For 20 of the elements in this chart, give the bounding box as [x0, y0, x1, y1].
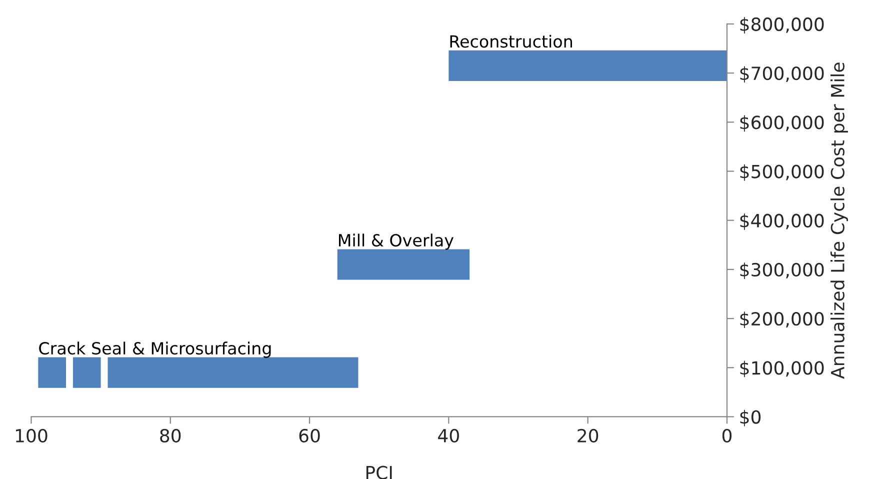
y-tick-label: $0 — [740, 410, 761, 426]
x-tick-label: 100 — [16, 428, 48, 443]
x-tick-label: 80 — [160, 428, 181, 443]
series-label: Reconstruction — [450, 34, 572, 48]
x-tick-label: 0 — [722, 428, 732, 443]
y-tick-label: $800,000 — [740, 17, 824, 34]
y-tick-label: $700,000 — [740, 66, 824, 83]
y-tick-label: $100,000 — [740, 360, 824, 378]
x-tick-label: 60 — [299, 428, 320, 443]
series-label: Crack Seal & Microsurfacing — [39, 342, 271, 358]
y-tick-label: $400,000 — [740, 213, 824, 230]
x-tick-label: 40 — [438, 428, 459, 443]
y-tick-label: $600,000 — [740, 115, 824, 132]
series-label: Mill & Overlay — [338, 234, 454, 250]
y-tick-label: $500,000 — [740, 164, 824, 181]
x-tick-label: 20 — [578, 428, 598, 443]
y-axis-title: Annualized Life Cycle Cost per Mile — [830, 62, 848, 379]
x-axis-title: PCI — [366, 466, 392, 479]
y-tick-label: $200,000 — [740, 312, 824, 328]
y-tick-label: $300,000 — [740, 262, 824, 279]
